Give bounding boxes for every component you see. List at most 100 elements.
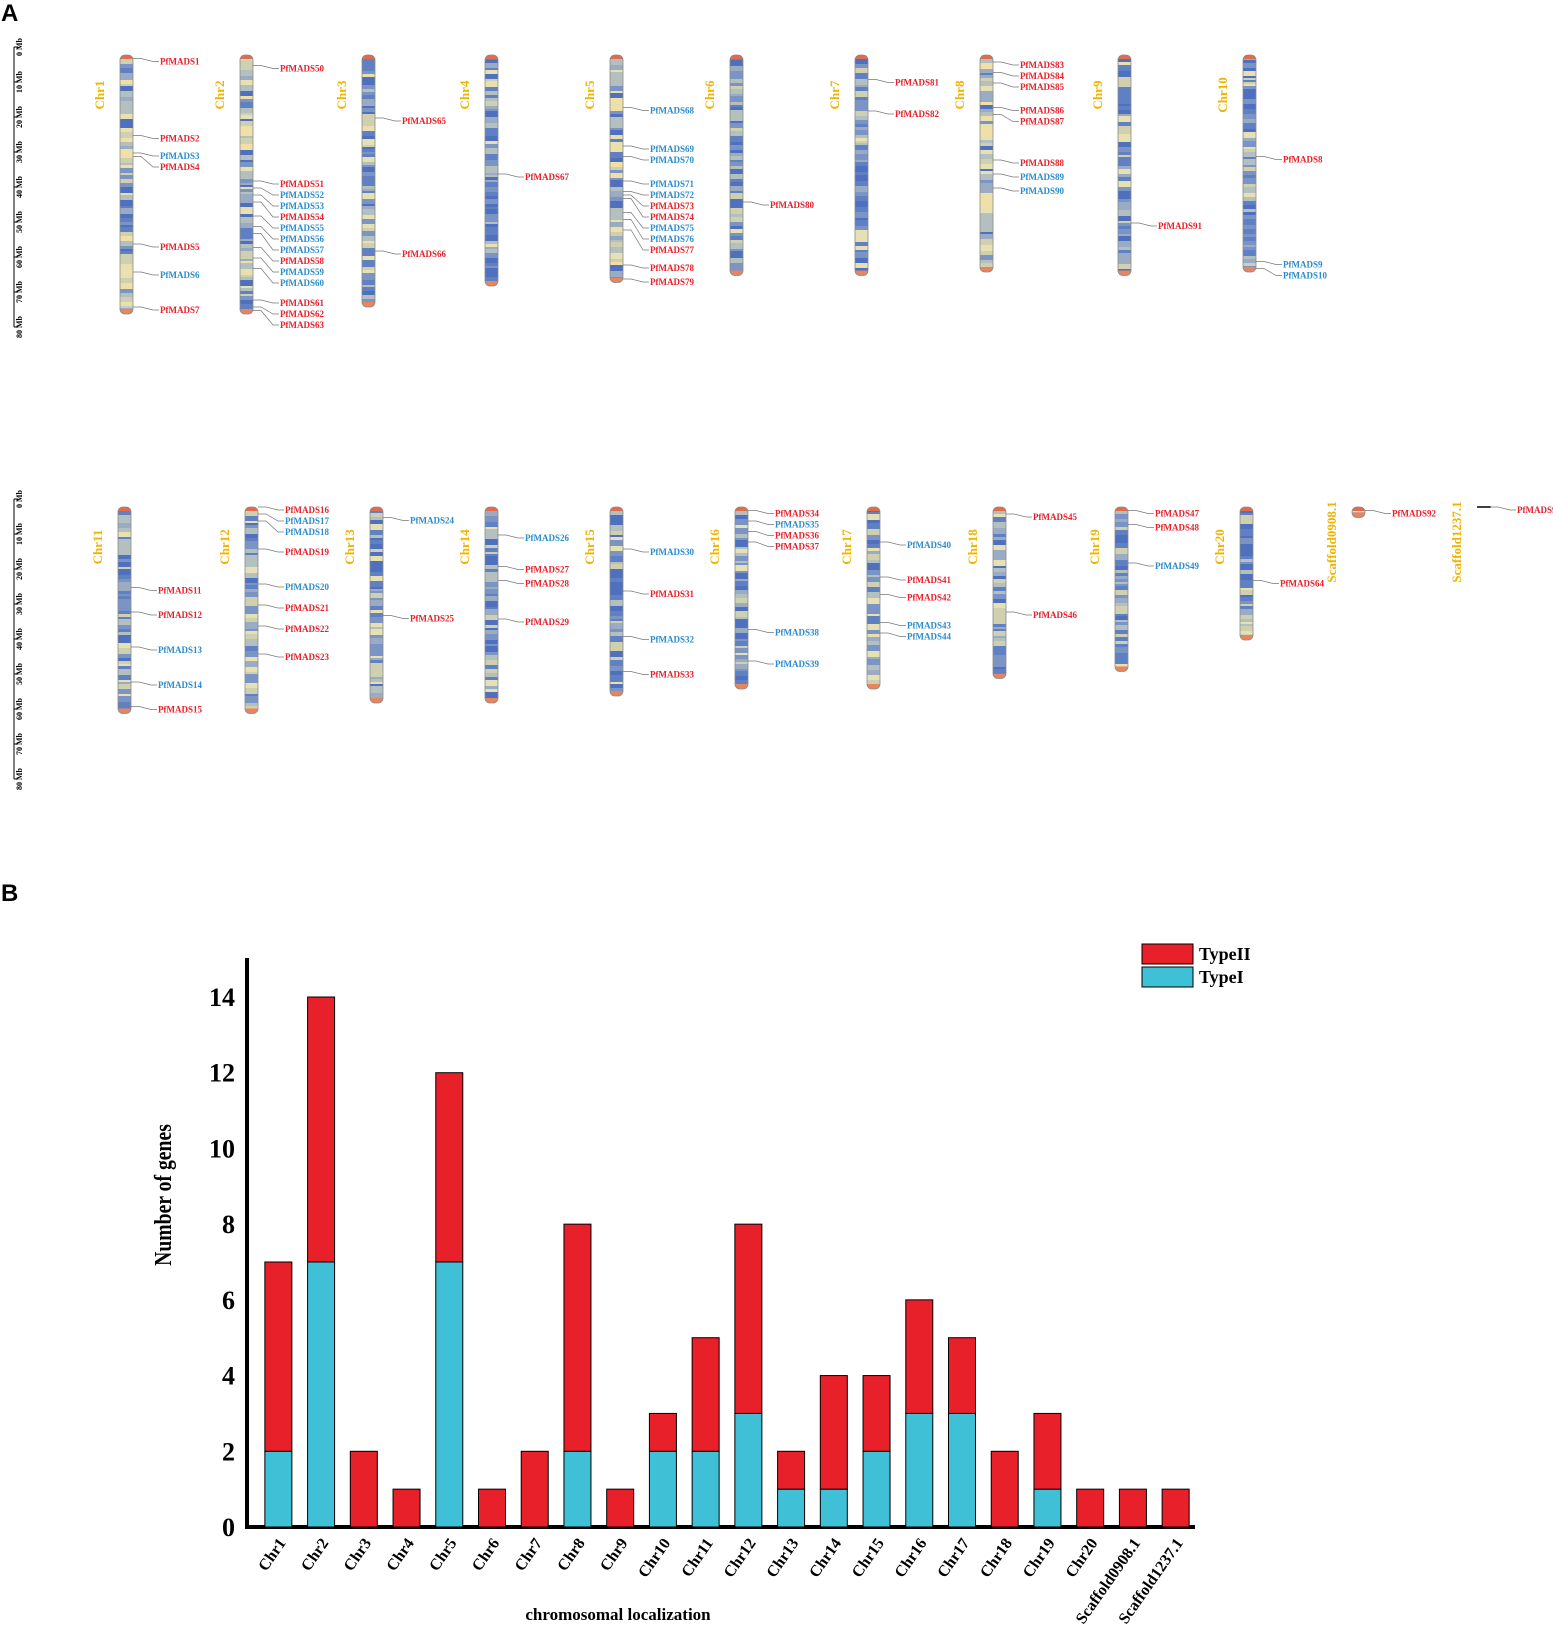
chromosome-band (118, 605, 131, 611)
chromosome-band (1115, 537, 1128, 543)
chromosome-band (240, 214, 253, 217)
chromosome-band (240, 217, 253, 223)
chromosome-band (362, 231, 375, 236)
chromosome-band (245, 622, 258, 624)
chromosome-band (1243, 175, 1256, 178)
chromosome-bands (610, 507, 623, 696)
chromosome-band (485, 247, 498, 249)
chromosome-band (1243, 247, 1256, 250)
chromosome-band (362, 256, 375, 260)
chromosome-band (485, 98, 498, 101)
gene-leader-line (253, 180, 279, 185)
chromosome-band (855, 85, 868, 87)
chromosome-band (240, 179, 253, 183)
chromosome-band (1115, 666, 1128, 672)
chromosome-band (610, 521, 623, 525)
chromosome-band (980, 97, 993, 102)
chromosome-band (610, 222, 623, 227)
chromosome-label: Chr18 (965, 529, 980, 565)
chromosome-band (240, 296, 253, 300)
chromosome-band (245, 624, 258, 629)
chromosome-band (370, 606, 383, 610)
chromosome-band (362, 221, 375, 224)
gene-leader-line (258, 583, 284, 588)
gene-leader-line (253, 233, 279, 251)
gene-label: PfMADS81 (895, 78, 939, 88)
chromosome-band (867, 523, 880, 525)
chromosome-band (610, 187, 623, 191)
chromosome-band (735, 625, 748, 628)
chromosome-band (1243, 89, 1256, 95)
chromosome-band (1240, 626, 1253, 631)
chromosome-band (240, 126, 253, 129)
chromosome-band (1118, 202, 1131, 208)
chromosome-band (980, 232, 993, 234)
chromosome-band (993, 636, 1006, 638)
chromosome-band (855, 250, 868, 252)
chromosome-band (240, 211, 253, 214)
chromosome-band (993, 534, 1006, 537)
legend-swatch (1141, 966, 1194, 988)
chromosome-band (118, 596, 131, 599)
chromosome-band (240, 115, 253, 119)
chromosome-band (1243, 76, 1256, 78)
chromosome-band (362, 267, 375, 270)
chromosome-band (485, 109, 498, 111)
chromosome-band (362, 114, 375, 120)
chromosome-band (980, 69, 993, 73)
chromosome-band (120, 101, 133, 106)
chromosome-band (610, 86, 623, 91)
chromosome-band (120, 264, 133, 266)
chromosome-band (735, 507, 748, 511)
chromosome-band (867, 525, 880, 529)
gene-leader-line (623, 219, 649, 240)
chromosome-band (245, 631, 258, 634)
chromosome-band (1118, 104, 1131, 106)
bar-type2 (734, 1223, 763, 1414)
chromosome-band (867, 592, 880, 598)
chromosome-band (485, 277, 498, 279)
chromosome-band (1115, 616, 1128, 620)
chromosome-band (485, 128, 498, 131)
chromosome-band (993, 667, 1006, 669)
chromosome-band (118, 575, 131, 579)
gene-label: PfMADS2 (160, 134, 200, 144)
chromosome-band (735, 538, 748, 540)
chromosome-band (362, 74, 375, 77)
bar-group-chr12: Chr12 (721, 1223, 763, 1581)
chromosome-band (1240, 559, 1253, 562)
chromosome-band (485, 81, 498, 87)
chromosome-band (240, 192, 253, 194)
chromosome-band (610, 551, 623, 556)
gene-label: PfMADS93 (1517, 505, 1553, 515)
chromosome-band (245, 703, 258, 706)
chromosome-band (1115, 527, 1128, 530)
chromosome-band (370, 546, 383, 549)
chromosome-band (485, 154, 498, 160)
chromosome-band (245, 549, 258, 553)
chromosome-band (120, 293, 133, 297)
chromosome-band (730, 153, 743, 156)
chromosome-band (867, 544, 880, 548)
chromosome-band (867, 575, 880, 577)
chromosome-band (240, 185, 253, 187)
chromosome-band (245, 608, 258, 614)
chromosome-band (730, 179, 743, 182)
chromosome-band (730, 191, 743, 193)
chromosome-band (867, 570, 880, 575)
chromosome-band (735, 671, 748, 676)
chromosome-band (610, 117, 623, 123)
chromosome-band (1240, 515, 1253, 520)
gene-label: PfMADS90 (1020, 186, 1064, 196)
gene-leader-line (623, 636, 649, 640)
chromosome-band (485, 569, 498, 572)
bar-group-chr7: Chr7 (512, 1450, 549, 1574)
chromosome-band (610, 158, 623, 162)
chromosome-band (735, 581, 748, 586)
chromosome-band (730, 115, 743, 119)
chromosome-band (362, 120, 375, 126)
chromosome-band (118, 532, 131, 537)
chromosome-band (735, 641, 748, 646)
chromosome-bands (1240, 507, 1253, 640)
chromosome-band (730, 156, 743, 160)
